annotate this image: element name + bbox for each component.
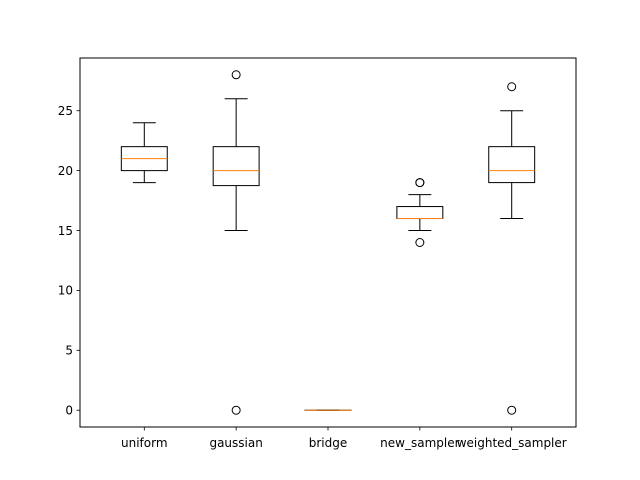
x-tick-label: uniform	[121, 436, 168, 450]
box	[212, 146, 260, 187]
x-tick-label: bridge	[309, 436, 348, 450]
outlier-point	[415, 178, 425, 188]
outlier-point	[415, 238, 425, 247]
box-group-uniform	[120, 122, 168, 184]
outlier-point	[507, 405, 517, 415]
box-group-gaussian	[212, 70, 260, 415]
plot-content	[120, 70, 536, 415]
box	[488, 146, 536, 184]
y-tick-label: 0	[65, 404, 73, 418]
x-tick-label: gaussian	[209, 436, 262, 450]
y-tick-label: 25	[58, 104, 73, 118]
y-tick-label: 20	[58, 164, 73, 178]
x-tick-label: new_sampler	[380, 436, 459, 450]
outlier-point	[231, 70, 241, 80]
outlier-point	[231, 405, 241, 415]
box-group-new_sampler	[396, 178, 444, 247]
y-tick-label: 5	[65, 344, 73, 358]
x-tick-label: weighted_sampler	[457, 436, 567, 450]
outlier-point	[507, 82, 517, 92]
x-axis: uniform gaussian bridge new_samplerweighted…	[121, 427, 567, 450]
y-tick-label: 15	[58, 224, 73, 238]
y-tick-label: 10	[58, 284, 73, 298]
box-group-weighted_sampler	[488, 82, 536, 415]
y-axis: 0 5 10 15 20 25	[58, 104, 80, 418]
